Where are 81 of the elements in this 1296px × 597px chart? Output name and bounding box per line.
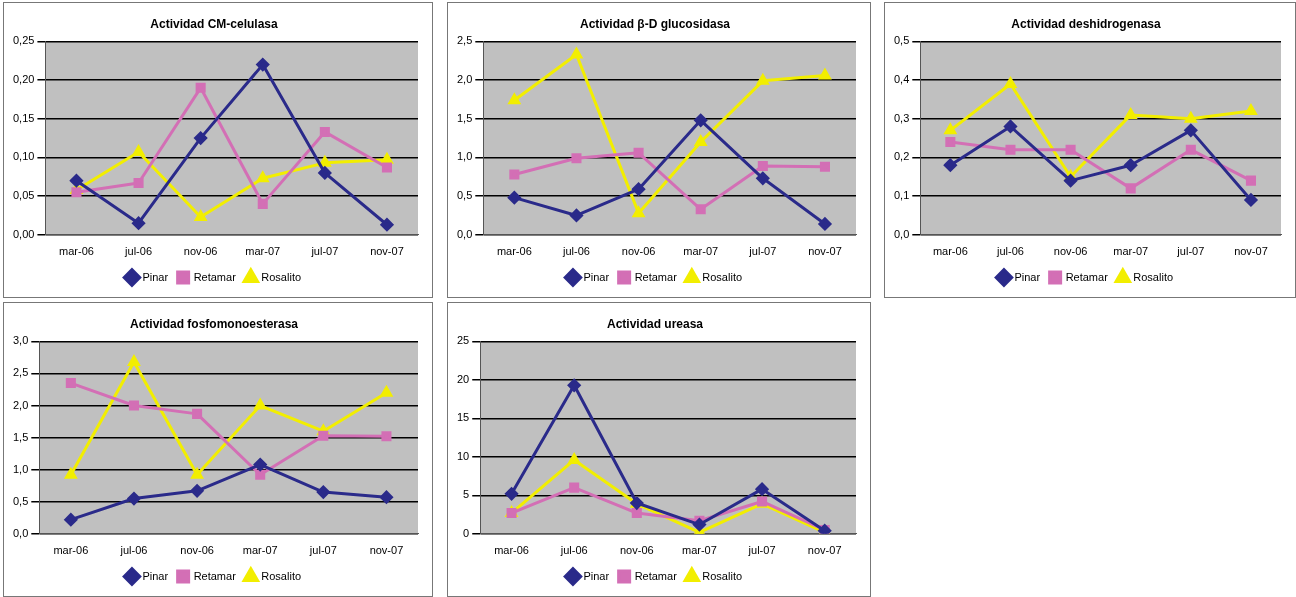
y-tick-label: 0,5 (12, 494, 29, 507)
y-tick-label: 0,10 (12, 150, 35, 163)
x-tick-label: jul-07 (747, 544, 776, 557)
legend-label: Retamar (1065, 270, 1109, 283)
legend-label: Rosalito (702, 569, 743, 582)
y-tick-label: 5 (463, 488, 470, 501)
x-tick-label: mar-07 (683, 245, 719, 258)
legend-label: Pinar (142, 569, 169, 582)
y-tick-label: 0,3 (893, 111, 910, 124)
x-tick-label: nov-07 (807, 544, 842, 557)
x-tick-label: mar-06 (53, 544, 89, 557)
x-tick-label: mar-06 (494, 544, 529, 557)
y-tick-label: 0,25 (12, 34, 35, 47)
x-tick-label: jul-06 (996, 245, 1024, 258)
y-tick-label: 0,0 (893, 227, 910, 240)
y-tick-label: 25 (456, 334, 470, 347)
x-tick-label: jul-07 (748, 245, 777, 258)
legend-label: Rosalito (261, 270, 302, 283)
x-tick-label: nov-06 (621, 245, 656, 258)
y-tick-label: 0,5 (893, 34, 910, 47)
x-tick-label: mar-07 (242, 544, 278, 557)
x-tick-label: nov-07 (370, 245, 404, 258)
x-tick-label: jul-07 (1176, 245, 1205, 258)
legend-label: Retamar (193, 569, 237, 582)
chart-title: Actividad deshidrogenasa (1011, 16, 1162, 31)
x-tick-label: nov-07 (808, 245, 842, 258)
y-tick-label: 0 (463, 526, 470, 539)
y-tick-label: 0,05 (12, 189, 35, 202)
y-tick-label: 1,0 (456, 150, 473, 163)
y-tick-label: 1,5 (12, 430, 29, 443)
legend-label: Retamar (634, 569, 678, 582)
y-tick-label: 3,0 (12, 334, 29, 347)
x-tick-label: jul-07 (308, 544, 337, 557)
x-tick-label: nov-06 (180, 544, 214, 557)
x-tick-label: jul-06 (562, 245, 590, 258)
x-tick-label: nov-06 (619, 544, 654, 557)
x-tick-label: mar-07 (245, 245, 281, 258)
x-tick-label: jul-06 (559, 544, 588, 557)
y-tick-label: 0,4 (893, 73, 910, 86)
y-tick-label: 0,15 (12, 111, 35, 124)
legend-label: Retamar (634, 270, 678, 283)
x-tick-label: nov-06 (183, 245, 218, 258)
y-tick-label: 2,0 (456, 73, 473, 86)
x-tick-label: nov-07 (1234, 245, 1268, 258)
y-tick-label: 0,0 (12, 526, 29, 539)
y-tick-label: 2,5 (456, 34, 473, 47)
x-tick-label: mar-06 (496, 245, 532, 258)
x-tick-label: mar-07 (682, 544, 717, 557)
y-tick-label: 1,5 (456, 111, 473, 124)
y-tick-label: 20 (456, 372, 470, 385)
y-tick-label: 2,0 (12, 398, 29, 411)
y-tick-label: 0,0 (456, 227, 473, 240)
y-tick-label: 0,20 (12, 73, 35, 86)
y-tick-label: 0,2 (893, 150, 910, 163)
x-tick-label: nov-06 (1053, 245, 1088, 258)
x-tick-label: jul-06 (119, 544, 148, 557)
legend-label: Pinar (142, 270, 169, 283)
y-tick-label: 0,00 (12, 227, 35, 240)
y-tick-label: 1,0 (12, 462, 29, 475)
legend-label: Pinar (1014, 270, 1041, 283)
x-tick-label: mar-06 (932, 245, 968, 258)
legend-label: Pinar (583, 270, 610, 283)
y-tick-label: 10 (456, 449, 470, 462)
legend-label: Rosalito (1133, 270, 1174, 283)
legend-label: Rosalito (261, 569, 302, 582)
y-tick-label: 15 (456, 411, 470, 424)
y-tick-label: 0,1 (893, 189, 910, 202)
x-tick-label: mar-07 (1113, 245, 1149, 258)
legend-label: Pinar (583, 569, 610, 582)
y-tick-label: 2,5 (12, 366, 29, 379)
chart-title: Actividad ureasa (606, 316, 704, 331)
legend-label: Retamar (193, 270, 237, 283)
chart-title: Actividad fosfomonoesterasa (129, 316, 299, 331)
x-tick-label: jul-07 (310, 245, 339, 258)
legend-label: Rosalito (702, 270, 743, 283)
chart-title: Actividad β-D glucosidasa (579, 16, 731, 31)
y-tick-label: 0,5 (456, 189, 473, 202)
x-tick-label: mar-06 (59, 245, 94, 258)
chart-title: Actividad CM-celulasa (150, 16, 279, 31)
x-tick-label: jul-06 (124, 245, 153, 258)
x-tick-label: nov-07 (369, 544, 404, 557)
